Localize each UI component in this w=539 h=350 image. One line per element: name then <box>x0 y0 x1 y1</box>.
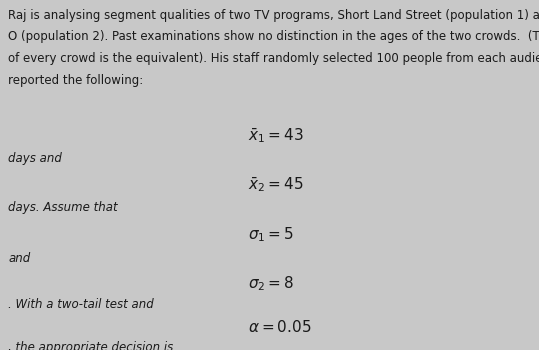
Text: $\sigma_2 = 8$: $\sigma_2 = 8$ <box>248 275 294 293</box>
Text: , the appropriate decision is __________.: , the appropriate decision is __________… <box>8 341 239 350</box>
Text: $\bar{x}_2 = 45$: $\bar{x}_2 = 45$ <box>248 175 303 194</box>
Text: of every crowd is the equivalent). His staff randomly selected 100 people from e: of every crowd is the equivalent). His s… <box>8 52 539 65</box>
Text: days. Assume that: days. Assume that <box>8 201 118 214</box>
Text: days and: days and <box>8 152 62 165</box>
Text: and: and <box>8 252 30 265</box>
Text: Raj is analysing segment qualities of two TV programs, Short Land Street (popula: Raj is analysing segment qualities of tw… <box>8 9 539 22</box>
Text: $\sigma_1 = 5$: $\sigma_1 = 5$ <box>248 226 294 244</box>
Text: . With a two-tail test and: . With a two-tail test and <box>8 298 154 311</box>
Text: $\bar{x}_1 = 43$: $\bar{x}_1 = 43$ <box>248 126 303 145</box>
Text: O (population 2). Past examinations show no distinction in the ages of the two c: O (population 2). Past examinations show… <box>8 30 539 43</box>
Text: $\alpha = 0.05$: $\alpha = 0.05$ <box>248 318 312 335</box>
Text: reported the following:: reported the following: <box>8 74 143 87</box>
